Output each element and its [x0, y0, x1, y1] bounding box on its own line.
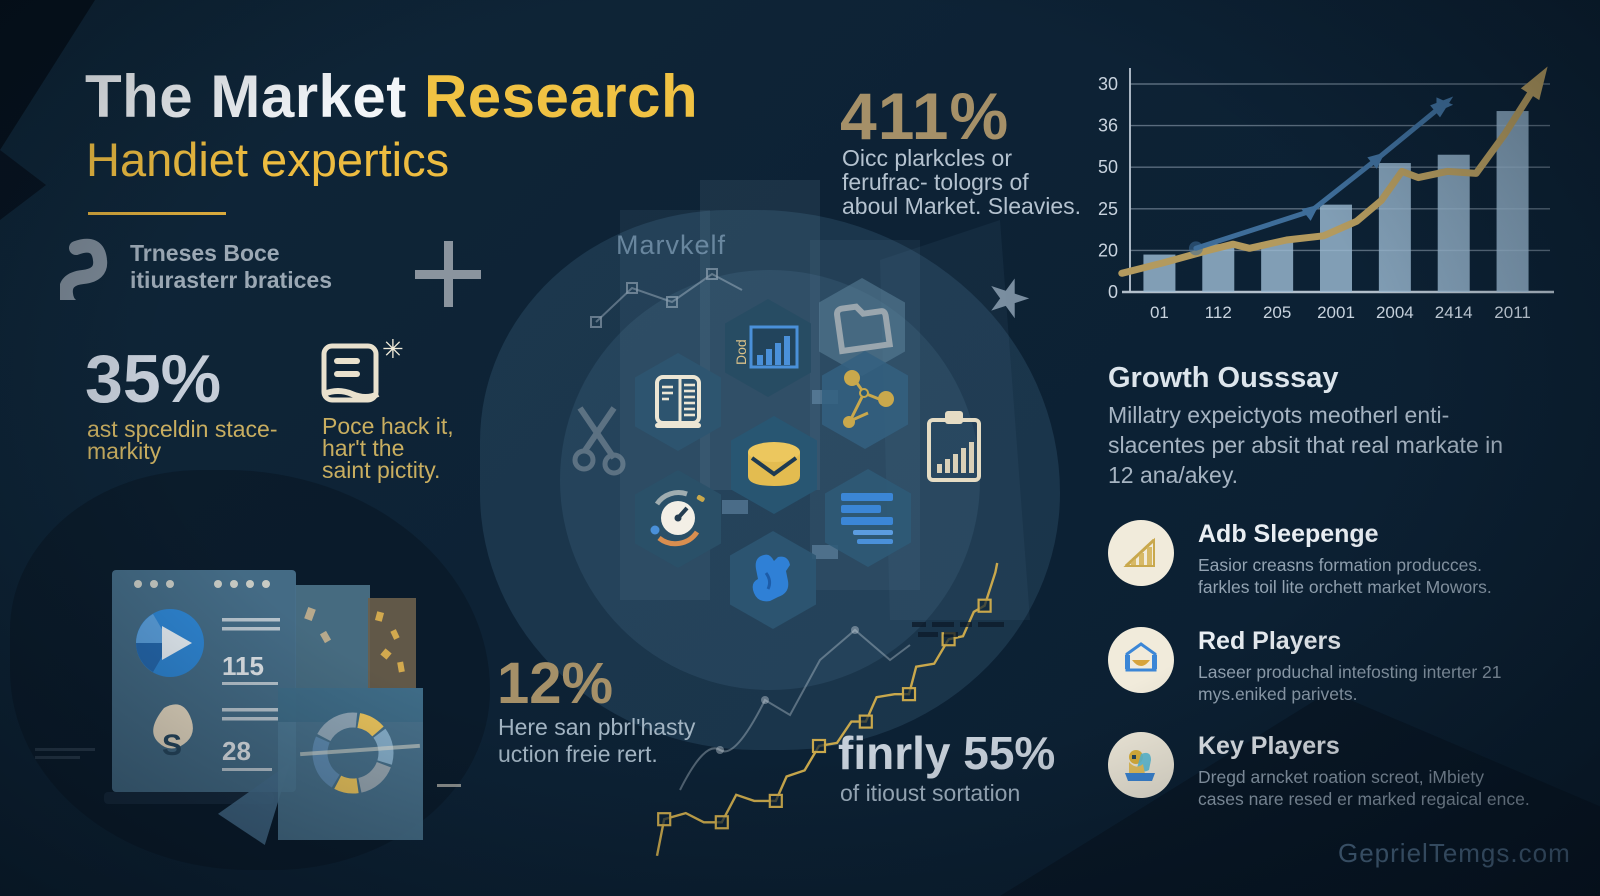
hex-chart-label: Dod — [735, 339, 749, 365]
stat-12-value: 12% — [497, 651, 614, 716]
title-accent: Research — [423, 63, 699, 130]
folder-icon — [834, 303, 894, 355]
stat-55-value: finrly 55% — [838, 727, 1056, 779]
play-pie-icon — [136, 609, 204, 677]
list-item-title: Adb Sleepenge — [1198, 520, 1379, 548]
list-item-title: Red Players — [1198, 627, 1342, 655]
list-item-body: Dregd arncket roation screot, iMbiety ca… — [1198, 767, 1530, 809]
award-icon — [1108, 627, 1174, 693]
list-item-body: Easior creasns formation producces. fark… — [1198, 555, 1492, 597]
list-item: Key Players Dregd arncket roation screot… — [1108, 732, 1548, 810]
brand-line1: Trneses Boce — [130, 240, 280, 266]
back-panel-brown — [368, 598, 416, 690]
watermark: GeprielTemgs.com — [1338, 838, 1571, 868]
cream-dash-right — [437, 784, 461, 787]
ribbon-logo-icon — [60, 238, 108, 300]
document-lines-icon — [841, 493, 893, 544]
stat-35-caption: ast spceldin stace- markity — [87, 416, 278, 464]
stat-55-caption: of itioust sortation — [840, 780, 1021, 806]
svg-text:2414: 2414 — [1435, 303, 1473, 322]
window-value-bottom: 28 — [222, 736, 251, 766]
growth-bars-icon — [1108, 520, 1174, 586]
network-icon — [843, 370, 894, 428]
svg-text:50: 50 — [1098, 157, 1118, 177]
svg-text:20: 20 — [1098, 240, 1118, 260]
corner-shape-small — [0, 150, 46, 220]
svg-text:25: 25 — [1098, 199, 1118, 219]
database-icon — [748, 442, 800, 486]
corner-shape — [0, 0, 95, 150]
scroll-note-icon: ✳ — [321, 338, 404, 403]
title-main: The Market — [85, 63, 407, 130]
dashboard-window: 115 S 28 — [112, 570, 296, 792]
svg-text:30: 30 — [1098, 74, 1118, 94]
server-icon — [655, 375, 701, 428]
growth-heading: Growth Ousssay — [1108, 362, 1339, 394]
brand-text: Trneses Boce itiurasterr bratices — [130, 240, 332, 294]
svg-text:112: 112 — [1205, 303, 1232, 322]
asterisk-glyph: ✳ — [382, 338, 404, 364]
svg-text:2011: 2011 — [1494, 303, 1531, 322]
stat-35-value: 35% — [85, 341, 222, 417]
scissors-icon — [572, 406, 626, 476]
page-subtitle: Handiet expertics — [86, 133, 450, 186]
stat-411-caption: Oicc plarkcles or ferufrac- tologrs of a… — [842, 145, 1082, 219]
clipboard-chart-icon — [927, 411, 981, 482]
doodle-line — [590, 268, 743, 328]
faint-center-label: Marvkelf — [616, 230, 727, 260]
stat-411-value: 411% — [840, 79, 1010, 153]
plus-glyph — [415, 241, 481, 307]
window-value-top: 115 — [222, 651, 264, 681]
growth-bar-line-chart: 30 36 50 25 20 0 01 112 205 2001 2004 2414 2011 — [1098, 66, 1554, 322]
svg-text:0: 0 — [1108, 282, 1118, 302]
hex-bridge — [722, 500, 748, 514]
players-list: Adb Sleepenge Easior creasns formation p… — [1108, 520, 1548, 810]
list-item: Red Players Laseer produchal intefosting… — [1108, 627, 1548, 705]
brand-line2: itiurasterr bratices — [130, 267, 332, 293]
svg-text:205: 205 — [1263, 303, 1291, 322]
step-line-chart — [655, 562, 999, 857]
note-text: Poce hack it, har't the saint pictity. — [322, 413, 454, 483]
list-item-body: Laseer produchal intefosting interter 21… — [1198, 662, 1502, 704]
growth-body: Millatry expeictyots meotherl enti-slace… — [1108, 402, 1504, 488]
back-panel-blue — [295, 585, 370, 690]
title-underline — [88, 212, 226, 215]
svg-text:2001: 2001 — [1317, 303, 1355, 322]
person-icon — [1108, 732, 1174, 798]
svg-text:36: 36 — [1098, 116, 1118, 136]
list-item-title: Key Players — [1198, 732, 1340, 760]
list-item: Adb Sleepenge Easior creasns formation p… — [1108, 520, 1548, 598]
svg-text:2004: 2004 — [1376, 303, 1414, 322]
page-title: The Market Research — [85, 62, 698, 131]
svg-text:01: 01 — [1150, 303, 1169, 322]
window-letter: S — [162, 729, 182, 762]
